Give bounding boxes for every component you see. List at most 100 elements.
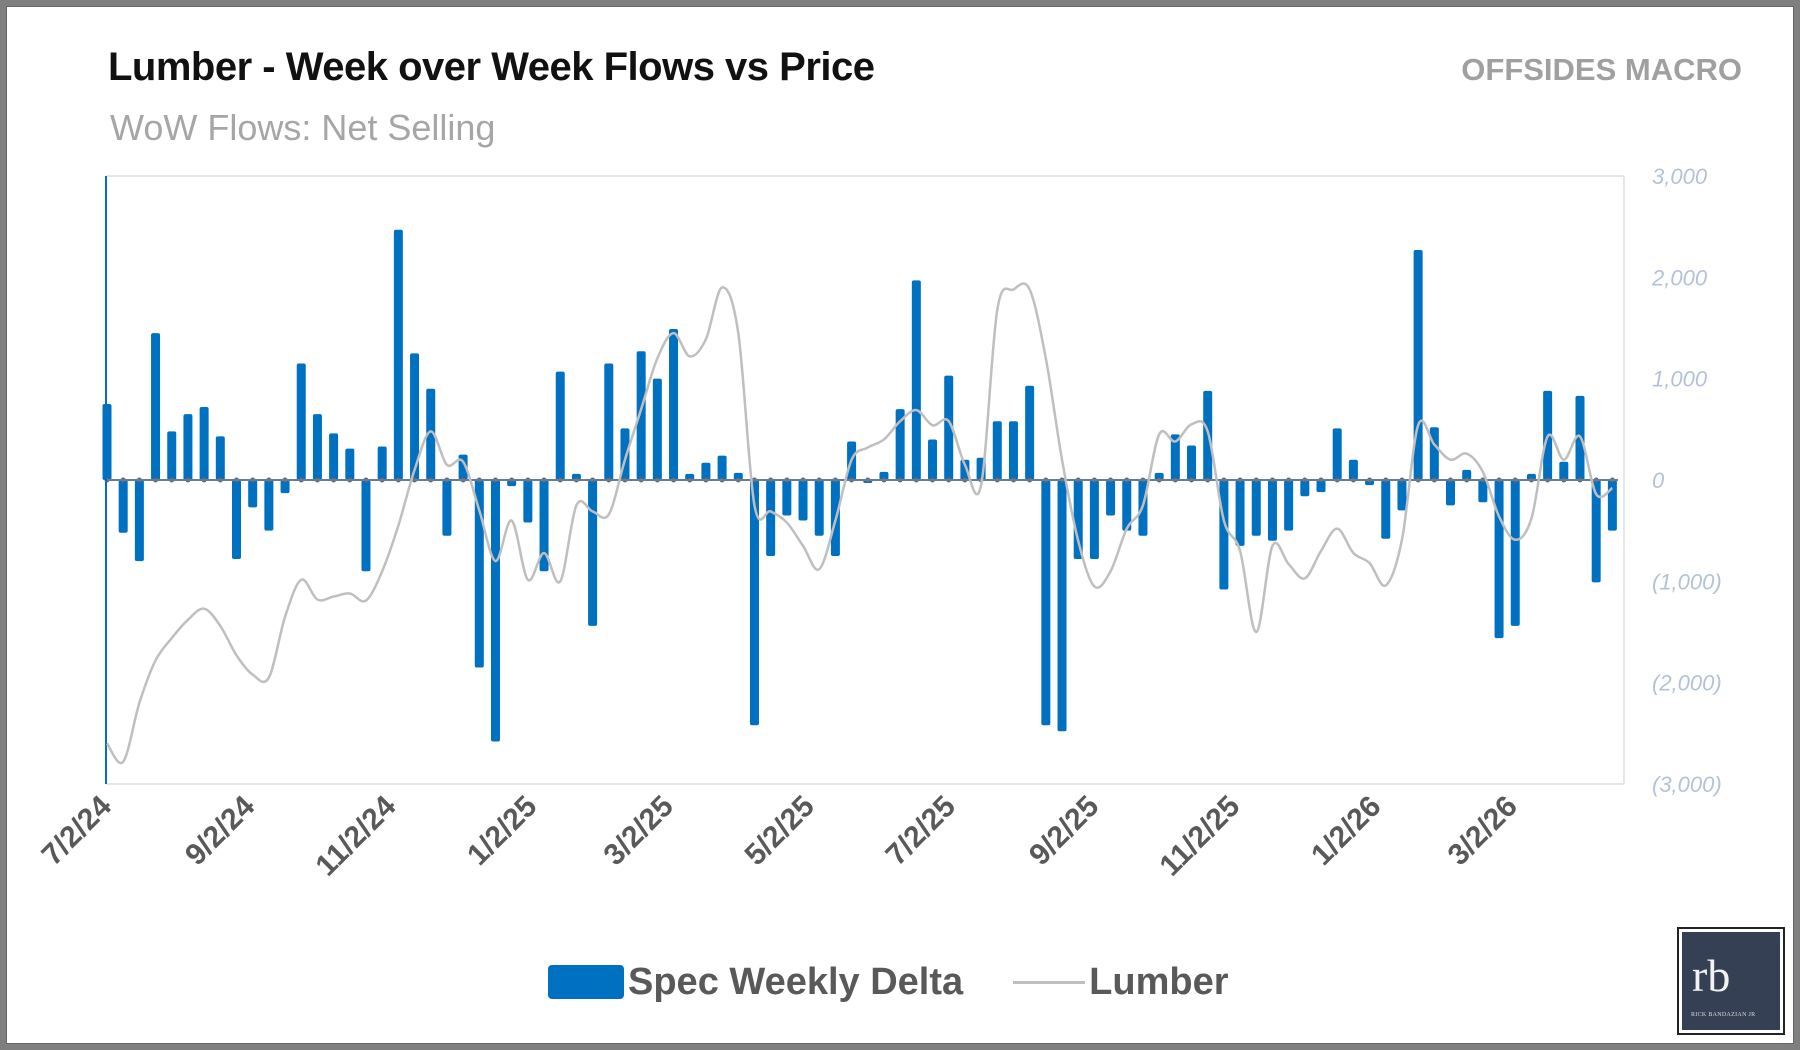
bar	[393, 229, 403, 480]
bar	[685, 473, 695, 480]
bar	[215, 436, 225, 480]
x-tick-label: 7/2/24	[36, 789, 119, 872]
bar	[1316, 480, 1326, 493]
bar	[1122, 480, 1132, 531]
rb-logo: rb RICK BANDAZIAN JR	[1677, 927, 1785, 1035]
bar	[1284, 480, 1294, 531]
bar	[1008, 421, 1018, 480]
bar	[798, 480, 808, 521]
x-tick-label: 1/2/25	[461, 790, 543, 872]
bar	[1397, 480, 1407, 511]
chart-title: Lumber - Week over Week Flows vs Price	[108, 45, 875, 89]
logo-monogram: rb	[1692, 950, 1731, 1001]
x-tick-label: 3/2/26	[1442, 790, 1524, 872]
legend: Spec Weekly Delta Lumber	[548, 960, 1229, 1004]
bar	[1073, 480, 1083, 560]
bar	[134, 480, 144, 562]
bar	[1478, 480, 1488, 503]
y-tick-label: (2,000)	[1652, 671, 1722, 696]
x-tick-label: 7/2/25	[880, 790, 962, 872]
bar	[183, 414, 193, 480]
bar	[151, 333, 161, 480]
bar	[717, 455, 727, 480]
bar	[199, 407, 209, 480]
bar	[1154, 472, 1164, 480]
bar	[1025, 385, 1035, 480]
bar	[1462, 469, 1472, 480]
bar	[1510, 480, 1520, 626]
bar	[280, 480, 290, 494]
legend-label-spec: Spec Weekly Delta	[628, 961, 964, 1003]
bar	[167, 431, 177, 480]
bar	[1381, 480, 1391, 539]
y-tick-label: (3,000)	[1652, 772, 1722, 797]
x-tick-label: 9/2/25	[1023, 790, 1105, 872]
bar	[1526, 473, 1536, 480]
bar	[1267, 480, 1277, 541]
bar	[442, 480, 452, 536]
bar	[345, 448, 355, 480]
bar	[1559, 461, 1569, 480]
bar	[733, 472, 743, 480]
x-tick-label: 3/2/25	[598, 790, 680, 872]
x-tick-label: 11/2/25	[1153, 790, 1246, 883]
bar	[329, 433, 339, 480]
bar	[1187, 445, 1197, 480]
bar	[426, 388, 436, 480]
y-tick-label: 3,000	[1652, 164, 1708, 189]
bar	[296, 363, 306, 480]
y-tick-label: (1,000)	[1652, 569, 1722, 594]
bar	[1057, 480, 1067, 732]
bar	[248, 480, 258, 508]
bar	[992, 421, 1002, 480]
bar	[944, 375, 954, 480]
bar	[766, 480, 776, 556]
legend-swatch-bar	[548, 965, 624, 999]
y-tick-label: 1,000	[1652, 367, 1708, 392]
bar	[1106, 480, 1116, 516]
bar	[814, 480, 824, 536]
legend-label-lumber: Lumber	[1089, 961, 1229, 1003]
bar	[588, 480, 598, 626]
bar	[960, 459, 970, 480]
bar	[312, 414, 322, 480]
bar	[895, 409, 905, 480]
bar	[1348, 459, 1358, 480]
bar	[1041, 480, 1051, 726]
bar	[1365, 480, 1375, 486]
bar	[1332, 428, 1342, 480]
bar	[749, 480, 759, 726]
bar	[555, 371, 565, 480]
bar	[782, 480, 792, 516]
bar	[1219, 480, 1229, 590]
legend-swatch-line	[1013, 980, 1086, 984]
bar	[490, 480, 500, 742]
bar	[1235, 480, 1245, 546]
bar	[1170, 434, 1180, 480]
bar	[1607, 480, 1617, 531]
bar	[231, 480, 241, 560]
brand-label: OFFSIDES MACRO	[1461, 52, 1742, 87]
bar	[507, 480, 517, 487]
bar	[1089, 480, 1099, 560]
x-tick-label: 5/2/25	[739, 790, 821, 872]
bar	[377, 446, 387, 480]
bar	[911, 280, 921, 480]
bar	[410, 353, 420, 480]
bar	[264, 480, 274, 531]
bar	[539, 480, 549, 572]
bar	[1429, 427, 1439, 480]
bar	[1300, 480, 1310, 497]
logo-name: RICK BANDAZIAN JR	[1691, 1012, 1756, 1018]
bar	[523, 480, 533, 523]
bar	[1251, 480, 1261, 536]
y-tick-label: 2,000	[1651, 265, 1708, 290]
bar	[118, 480, 128, 533]
bar	[474, 480, 484, 668]
bar	[879, 471, 889, 480]
bar	[571, 473, 581, 480]
bar	[1494, 480, 1504, 639]
bar	[604, 363, 614, 480]
y-tick-label: 0	[1652, 468, 1665, 493]
